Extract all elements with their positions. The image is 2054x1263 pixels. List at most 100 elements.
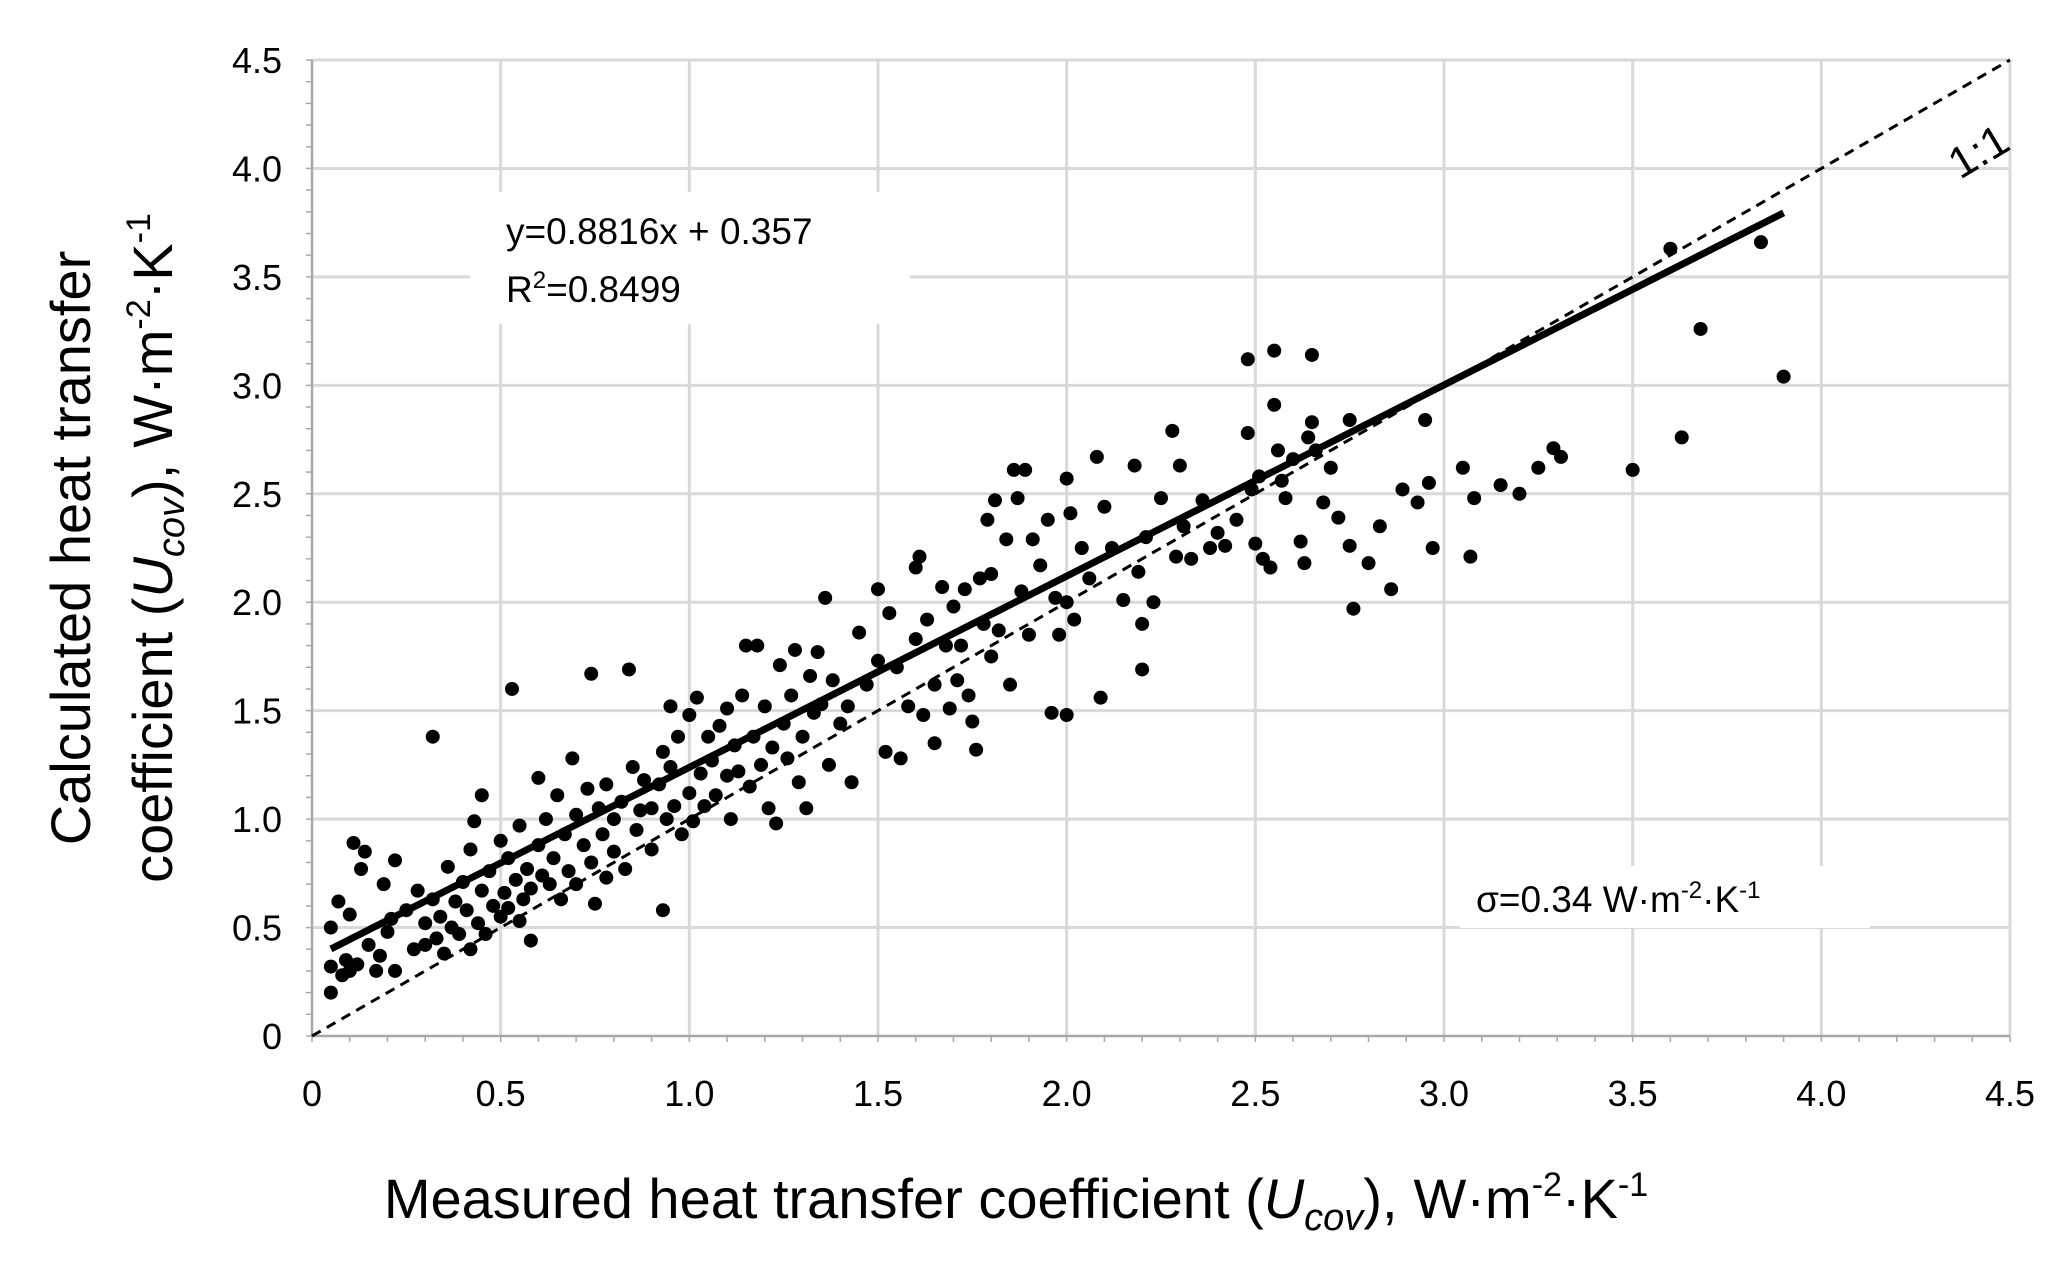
data-point <box>882 606 897 621</box>
data-point <box>550 788 565 803</box>
data-point <box>471 916 486 931</box>
data-point <box>1674 430 1689 445</box>
data-point <box>357 844 372 859</box>
y-tick-label: 4.0 <box>232 148 282 189</box>
data-point <box>516 892 531 907</box>
data-point <box>1267 343 1282 358</box>
data-point <box>1361 556 1376 571</box>
data-point <box>908 632 923 647</box>
y-tick-label: 2.5 <box>232 474 282 515</box>
data-point <box>1154 491 1168 506</box>
x-tick-label: 4.5 <box>1985 1073 2035 1114</box>
data-point <box>554 892 569 907</box>
data-point <box>644 842 659 857</box>
data-point <box>1278 491 1293 506</box>
data-point <box>1467 491 1482 506</box>
data-point <box>871 653 885 668</box>
data-point <box>987 493 1002 508</box>
x-tick-label: 1.5 <box>853 1073 903 1114</box>
data-point <box>323 920 338 935</box>
data-point <box>576 838 591 853</box>
data-point <box>1263 560 1278 575</box>
data-point <box>708 788 723 803</box>
x-tick-label: 3.5 <box>1608 1073 1658 1114</box>
data-point <box>1082 571 1097 586</box>
data-point <box>633 803 648 818</box>
data-point <box>1384 582 1399 597</box>
data-point <box>916 708 931 723</box>
sigma-label: σ=0.34 W·m-2·K-1 <box>1476 877 1761 920</box>
regression-line <box>329 209 1786 953</box>
data-point <box>1342 538 1357 553</box>
data-point <box>1372 519 1387 534</box>
data-point <box>338 953 353 968</box>
data-point <box>1067 612 1082 627</box>
data-point <box>991 623 1006 638</box>
data-point <box>795 729 810 744</box>
data-point <box>584 855 599 870</box>
data-point <box>980 512 995 527</box>
data-point <box>1240 352 1255 367</box>
data-point <box>1089 449 1104 464</box>
data-point <box>720 768 735 783</box>
data-point <box>957 582 972 597</box>
data-point <box>1346 601 1361 616</box>
data-point <box>380 924 395 939</box>
data-point <box>1270 443 1285 458</box>
data-point <box>1693 321 1708 336</box>
data-point <box>946 599 961 614</box>
data-point <box>878 744 893 759</box>
data-point <box>1297 556 1312 571</box>
data-point <box>1010 491 1025 506</box>
data-point <box>821 757 836 772</box>
data-point <box>1184 551 1199 566</box>
x-tick-label: 2.5 <box>1230 1073 1280 1114</box>
data-point <box>1003 677 1018 692</box>
data-point <box>418 916 433 931</box>
data-point <box>663 699 678 714</box>
data-point <box>501 901 516 916</box>
data-point <box>599 777 614 792</box>
data-point <box>1025 532 1040 547</box>
identity-line <box>311 58 2011 1038</box>
data-point <box>448 894 463 909</box>
data-point <box>1097 499 1112 514</box>
data-point <box>844 775 859 790</box>
data-point <box>588 896 602 911</box>
data-point <box>508 872 523 887</box>
data-point <box>497 885 512 900</box>
data-point <box>512 818 527 833</box>
x-tick-label: 0.5 <box>476 1073 526 1114</box>
data-point <box>1044 705 1059 720</box>
data-point <box>372 948 387 963</box>
r-squared-label: R2=0.8499 <box>506 267 681 310</box>
data-point <box>972 571 987 586</box>
y-tick-label: 1.0 <box>232 799 282 840</box>
data-point <box>1512 486 1527 501</box>
data-point <box>954 638 969 653</box>
data-point <box>1135 662 1150 677</box>
data-point <box>625 760 640 775</box>
data-point <box>1455 460 1470 475</box>
data-point <box>1304 415 1319 430</box>
data-point <box>818 590 833 605</box>
data-point <box>618 861 633 876</box>
data-point <box>606 844 621 859</box>
data-point <box>1316 495 1331 510</box>
data-point <box>1463 549 1478 564</box>
data-point <box>410 883 425 898</box>
data-point <box>512 914 527 929</box>
x-tick-labels: 0 0.5 1.0 1.5 2.0 2.5 3.0 3.5 4.0 4.5 <box>302 1073 2035 1114</box>
data-point <box>1210 525 1225 540</box>
data-point <box>984 567 999 582</box>
data-point <box>569 807 584 822</box>
data-point <box>467 814 482 829</box>
data-point <box>1074 541 1089 555</box>
data-point <box>637 773 652 788</box>
axis-minor-ticks <box>306 59 2011 1042</box>
data-point <box>701 729 716 744</box>
data-point <box>1493 478 1508 493</box>
data-point <box>1342 413 1357 428</box>
y-tick-label: 0.5 <box>232 908 282 949</box>
